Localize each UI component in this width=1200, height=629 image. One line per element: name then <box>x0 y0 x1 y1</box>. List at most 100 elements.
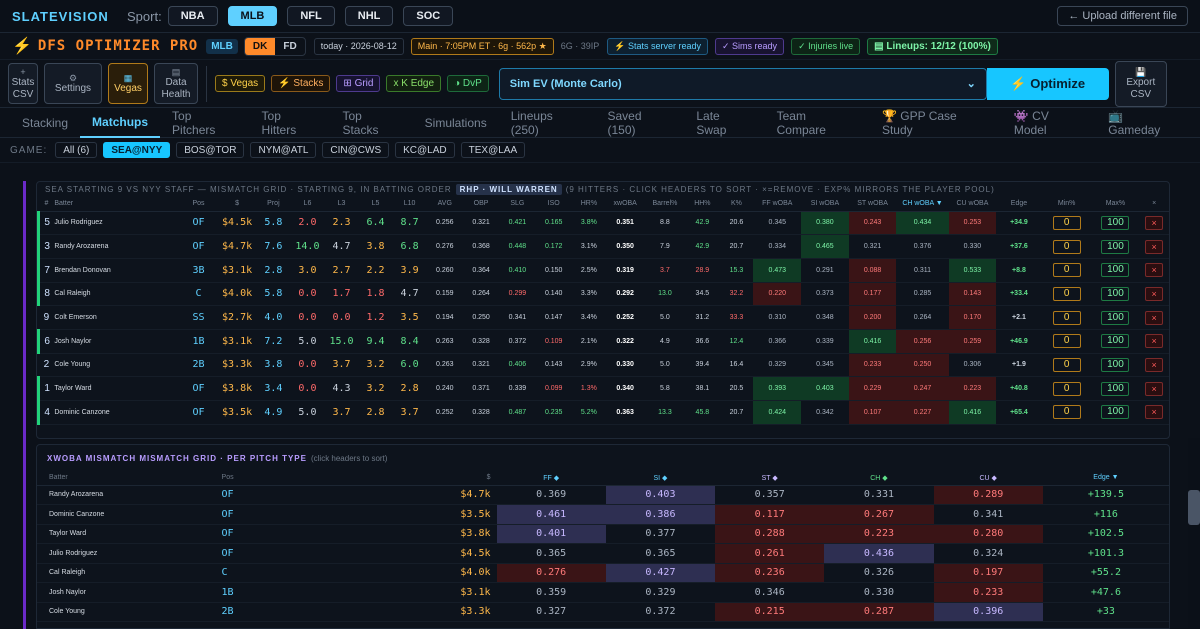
grid-header-18[interactable]: FF wOBA <box>753 196 802 212</box>
slate-selector[interactable]: Main · 7:05PM ET · 6g · 562p ★ <box>410 37 554 55</box>
sport-soc-button[interactable]: SOC <box>403 6 454 26</box>
max-pct-input[interactable]: 100 <box>1101 286 1130 301</box>
vegas-button[interactable]: ▦ Vegas <box>108 63 148 104</box>
grid-header-9[interactable]: AVG <box>426 196 463 212</box>
tab-stacking[interactable]: Stacking <box>22 115 69 130</box>
game-filter-sea-nyy[interactable]: SEA@NYY <box>103 142 171 158</box>
max-pct-input[interactable]: 100 <box>1101 215 1130 230</box>
sport-nba-button[interactable]: NBA <box>167 6 218 26</box>
tab-gameday[interactable]: 📺 Gameday <box>1108 108 1161 137</box>
min-pct-input[interactable]: 0 <box>1052 239 1081 254</box>
grid-header-23[interactable]: Edge <box>996 196 1042 212</box>
grid-header-1[interactable]: Batter <box>54 196 180 212</box>
grid-header-2[interactable]: Pos <box>179 196 218 212</box>
min-pct-input[interactable]: 0 <box>1052 405 1081 420</box>
max-pct-input[interactable]: 100 <box>1101 239 1130 254</box>
max-pct-input[interactable]: 100 <box>1101 381 1130 396</box>
filter-dvp[interactable]: ◑ DvP <box>447 75 489 92</box>
grid-header-0[interactable]: # <box>38 196 55 212</box>
tab-lineups-250[interactable]: Lineups (250) <box>510 108 553 137</box>
xwoba-header-0[interactable]: Batter <box>37 471 222 486</box>
grid-header-13[interactable]: HR% <box>571 196 606 212</box>
sim-mode-select[interactable]: Sim EV (Monte Carlo) ⌄ <box>498 67 987 100</box>
tab-simulations[interactable]: Simulations <box>424 115 487 130</box>
max-pct-input[interactable]: 100 <box>1101 263 1130 278</box>
grid-header-26[interactable]: × <box>1139 196 1169 212</box>
grid-header-17[interactable]: K% <box>719 196 754 212</box>
xwoba-header-3[interactable]: FF ◆ <box>496 471 606 486</box>
grid-header-22[interactable]: CU wOBA <box>948 196 997 212</box>
remove-player-button[interactable]: × <box>1145 381 1164 396</box>
site-fd-button[interactable]: FD <box>283 40 297 52</box>
date-selector[interactable]: today · 2026-08-12 <box>313 37 404 55</box>
game-filter-nym-atl[interactable]: NYM@ATL <box>250 142 317 158</box>
sport-nfl-button[interactable]: NFL <box>287 6 335 26</box>
xwoba-header-6[interactable]: CH ◆ <box>824 471 934 486</box>
filter-k-edge[interactable]: x K Edge <box>386 75 442 92</box>
game-filter-bos-tor[interactable]: BOS@TOR <box>176 142 245 158</box>
game-filter-tex-laa[interactable]: TEX@LAA <box>460 142 526 158</box>
tab-team-compare[interactable]: Team Compare <box>776 108 826 137</box>
export-csv-button[interactable]: 💾 Export CSV <box>1114 60 1167 107</box>
remove-player-button[interactable]: × <box>1145 405 1164 420</box>
grid-header-25[interactable]: Max% <box>1091 196 1140 212</box>
tab-top-pitchers[interactable]: Top Pitchers <box>172 108 216 137</box>
xwoba-header-5[interactable]: ST ◆ <box>715 471 825 486</box>
grid-header-14[interactable]: xwOBA <box>605 196 645 212</box>
grid-header-4[interactable]: Proj <box>256 196 291 212</box>
sport-nhl-button[interactable]: NHL <box>344 6 394 26</box>
site-dk-button[interactable]: DK <box>244 37 276 55</box>
game-filter-kc-lad[interactable]: KC@LAD <box>395 142 455 158</box>
min-pct-input[interactable]: 0 <box>1052 381 1081 396</box>
grid-header-19[interactable]: SI wOBA <box>801 196 849 212</box>
min-pct-input[interactable]: 0 <box>1052 357 1081 372</box>
grid-header-24[interactable]: Min% <box>1041 196 1092 212</box>
tab-top-hitters[interactable]: Top Hitters <box>261 108 297 137</box>
grid-header-8[interactable]: L10 <box>392 196 427 212</box>
sport-mlb-button[interactable]: MLB <box>227 6 278 26</box>
optimize-button[interactable]: ⚡ Optimize <box>986 67 1109 100</box>
data-health-button[interactable]: ▤ Data Health <box>154 63 198 104</box>
max-pct-input[interactable]: 100 <box>1101 357 1130 372</box>
grid-header-21[interactable]: CH wOBA ▼ <box>896 196 949 212</box>
game-filter-all-6[interactable]: All (6) <box>55 142 98 158</box>
grid-header-20[interactable]: ST wOBA <box>848 196 897 212</box>
grid-header-12[interactable]: ISO <box>535 196 572 212</box>
xwoba-header-2[interactable]: $ <box>357 471 497 486</box>
tab-matchups[interactable]: Matchups <box>80 108 161 138</box>
grid-header-16[interactable]: HH% <box>685 196 720 212</box>
grid-header-3[interactable]: $ <box>217 196 257 212</box>
filter-grid[interactable]: ⊞ Grid <box>336 75 381 92</box>
min-pct-input[interactable]: 0 <box>1052 334 1081 349</box>
xwoba-header-1[interactable]: Pos <box>221 471 358 486</box>
grid-header-7[interactable]: L5 <box>358 196 393 212</box>
grid-header-11[interactable]: SLG <box>499 196 536 212</box>
max-pct-input[interactable]: 100 <box>1101 334 1130 349</box>
xwoba-header-4[interactable]: SI ◆ <box>605 471 716 486</box>
min-pct-input[interactable]: 0 <box>1052 286 1081 301</box>
remove-player-button[interactable]: × <box>1145 286 1164 301</box>
max-pct-input[interactable]: 100 <box>1101 405 1130 420</box>
tab-top-stacks[interactable]: Top Stacks <box>342 108 379 137</box>
scrollbar-thumb[interactable] <box>1188 490 1200 525</box>
grid-header-10[interactable]: OBP <box>462 196 500 212</box>
remove-player-button[interactable]: × <box>1145 215 1164 230</box>
grid-header-15[interactable]: Barrel% <box>644 196 686 212</box>
max-pct-input[interactable]: 100 <box>1101 310 1130 325</box>
tab-saved-150[interactable]: Saved (150) <box>607 108 642 137</box>
filter-stacks[interactable]: ⚡ Stacks <box>271 75 331 92</box>
xwoba-header-7[interactable]: CU ◆ <box>933 471 1043 486</box>
grid-header-6[interactable]: L3 <box>324 196 359 212</box>
brand-logo[interactable]: SLATEVISION <box>12 8 109 24</box>
remove-player-button[interactable]: × <box>1145 263 1164 278</box>
tab-late-swap[interactable]: Late Swap <box>696 108 727 137</box>
tab-gpp-case-study[interactable]: 🏆 GPP Case Study <box>881 108 957 137</box>
game-filter-cin-cws[interactable]: CIN@CWS <box>322 142 390 158</box>
min-pct-input[interactable]: 0 <box>1052 263 1081 278</box>
stats-csv-button[interactable]: + Stats CSV <box>8 63 38 104</box>
remove-player-button[interactable]: × <box>1145 357 1164 372</box>
min-pct-input[interactable]: 0 <box>1052 215 1081 230</box>
grid-header-5[interactable]: L6 <box>290 196 325 212</box>
scrollbar-track[interactable] <box>1188 438 1200 628</box>
remove-player-button[interactable]: × <box>1145 239 1164 254</box>
